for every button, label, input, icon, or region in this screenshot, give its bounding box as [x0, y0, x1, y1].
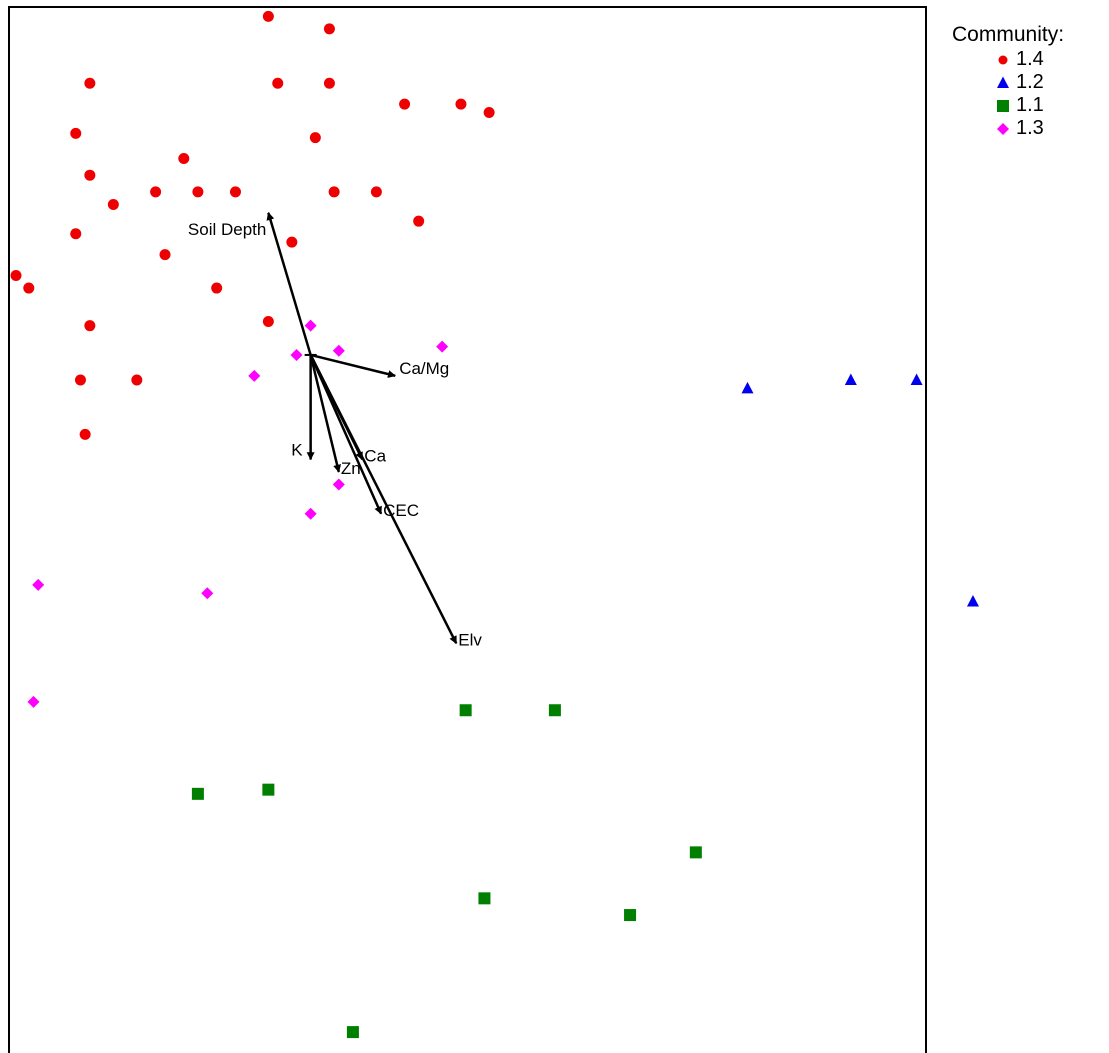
- vector-label: Ca/Mg: [399, 359, 449, 378]
- data-point-1.4: [286, 236, 298, 248]
- data-points: [10, 10, 979, 1039]
- data-point-1.2: [966, 595, 979, 607]
- data-point-1.4: [107, 198, 119, 210]
- vector-label: K: [291, 440, 303, 459]
- data-point-1.4: [399, 98, 411, 110]
- legend-entry: 1.2: [996, 71, 1064, 94]
- series-1.3: [27, 319, 449, 708]
- data-point-1.4: [272, 77, 284, 89]
- data-point-1.1: [548, 704, 561, 717]
- data-point-1.4: [211, 282, 223, 294]
- data-point-1.2: [741, 381, 754, 394]
- data-point-1.4: [178, 152, 190, 164]
- data-point-1.3: [290, 348, 303, 361]
- data-point-1.4: [70, 127, 82, 139]
- legend-marker: [997, 76, 1009, 88]
- data-point-1.4: [70, 228, 82, 240]
- series-1.2: [741, 373, 979, 607]
- legend-marker: [997, 99, 1009, 112]
- legend-label: 1.1: [1016, 94, 1044, 116]
- vector-cec: [309, 354, 383, 515]
- data-point-1.1: [478, 892, 491, 905]
- data-point-1.4: [328, 186, 340, 198]
- data-point-1.4: [84, 77, 96, 89]
- data-point-1.4: [370, 186, 382, 198]
- data-point-1.4: [84, 169, 96, 181]
- legend-triangle-icon: [997, 76, 1009, 88]
- legend-label: 1.2: [1016, 71, 1044, 93]
- legend-circle-icon: [998, 55, 1008, 64]
- data-point-1.4: [159, 249, 171, 261]
- vector-soil-depth: [266, 212, 312, 356]
- legend-label: 1.4: [1016, 48, 1044, 70]
- legend-items: 1.4 1.2 1.1 1.3: [952, 48, 1064, 140]
- legend-diamond-icon: [997, 122, 1009, 135]
- vector-label: Ca: [364, 446, 386, 465]
- data-point-1.2: [844, 373, 857, 386]
- data-point-1.4: [10, 270, 22, 282]
- data-point-1.3: [248, 369, 261, 382]
- data-point-1.1: [262, 783, 275, 796]
- data-point-1.4: [23, 282, 35, 294]
- data-point-1.4: [455, 98, 467, 110]
- data-point-1.3: [304, 507, 317, 520]
- series-1.4: [10, 10, 495, 440]
- data-point-1.4: [74, 374, 86, 386]
- data-point-1.4: [84, 320, 96, 332]
- data-point-1.4: [413, 215, 425, 227]
- vector-label: Zn: [341, 459, 361, 478]
- vector-zn: [309, 354, 342, 473]
- series-1.1: [191, 704, 702, 1039]
- data-point-1.4: [323, 23, 335, 35]
- legend-entry: 1.4: [996, 48, 1064, 71]
- data-point-1.4: [150, 186, 162, 198]
- data-point-1.3: [32, 578, 45, 591]
- plot-frame: [8, 6, 927, 1053]
- data-point-1.3: [332, 478, 345, 491]
- data-point-1.4: [229, 186, 241, 198]
- data-point-1.4: [483, 107, 495, 118]
- data-point-1.1: [191, 787, 204, 800]
- legend-marker: [998, 55, 1008, 64]
- vector-label: Elv: [458, 630, 482, 649]
- data-point-1.3: [201, 587, 214, 600]
- vector-ca-mg: [310, 353, 396, 378]
- legend-square-icon: [997, 99, 1009, 112]
- data-point-1.4: [131, 374, 143, 386]
- data-point-1.4: [262, 316, 274, 327]
- legend: Community: 1.4 1.2 1.1 1.3: [952, 22, 1064, 140]
- data-point-1.4: [79, 428, 91, 440]
- data-point-1.2: [910, 373, 923, 386]
- legend-entry: 1.1: [996, 94, 1064, 117]
- data-point-1.1: [459, 704, 472, 717]
- vector-elv: [309, 354, 458, 645]
- data-point-1.1: [346, 1026, 359, 1039]
- data-point-1.4: [262, 10, 274, 22]
- data-point-1.3: [304, 319, 317, 332]
- legend-marker: [997, 122, 1009, 135]
- legend-entry: 1.3: [996, 117, 1064, 140]
- vector-label: Soil Depth: [188, 220, 266, 239]
- data-point-1.1: [624, 909, 637, 922]
- legend-title: Community:: [952, 23, 1065, 46]
- data-point-1.4: [192, 186, 204, 198]
- data-point-1.3: [436, 340, 449, 353]
- data-point-1.4: [309, 132, 321, 144]
- legend-label: 1.3: [1016, 117, 1044, 139]
- data-point-1.4: [323, 77, 335, 89]
- data-point-1.1: [689, 846, 702, 859]
- data-point-1.3: [27, 695, 40, 708]
- data-point-1.3: [332, 344, 345, 357]
